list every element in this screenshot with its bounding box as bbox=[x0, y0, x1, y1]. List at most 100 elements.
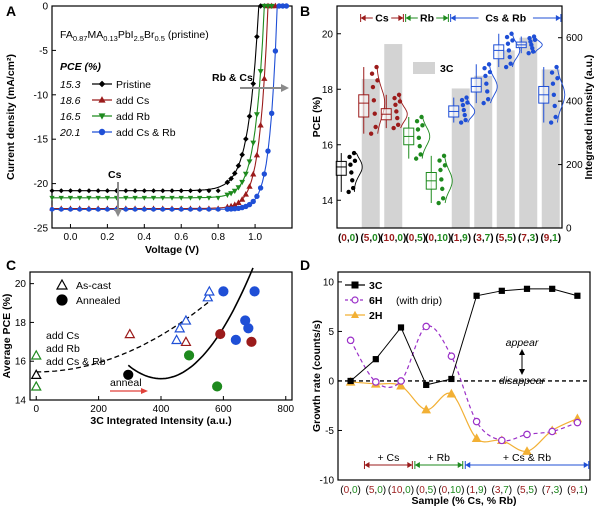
jv-marker-3 bbox=[58, 206, 64, 212]
ascast-point bbox=[171, 334, 183, 345]
pce-point bbox=[396, 92, 402, 98]
plot-frame-a bbox=[51, 5, 293, 229]
distribution-curve bbox=[444, 155, 453, 204]
distribution-curve bbox=[489, 64, 498, 104]
comma: , bbox=[459, 233, 462, 244]
series-3c-point bbox=[574, 292, 581, 299]
rb-percent: 9 bbox=[462, 233, 468, 244]
disappear-arrow-head bbox=[519, 369, 525, 375]
y-tick-label-c: 16 bbox=[15, 357, 27, 368]
y-tick-label-a: 0 bbox=[42, 2, 48, 13]
jv-marker-0 bbox=[246, 113, 253, 120]
series-6h-point bbox=[447, 352, 456, 360]
box bbox=[470, 77, 482, 93]
comma: , bbox=[374, 485, 377, 496]
jv-marker-0 bbox=[86, 188, 92, 194]
y-tick-label-a: -20 bbox=[34, 179, 49, 190]
panel-letter-c: C bbox=[6, 257, 16, 273]
plot-frame-b bbox=[336, 5, 563, 229]
paren: ) bbox=[584, 485, 587, 496]
x-tick-label-a: 0.2 bbox=[100, 232, 114, 243]
jv-marker-0 bbox=[239, 151, 245, 158]
composition-title-a: FA0.87MA0.13PbI2.5Br0.5 (pristine) bbox=[60, 29, 209, 43]
y2-axis-label-b: Integrated intensity (a.u.) bbox=[583, 55, 595, 180]
comma: , bbox=[500, 485, 503, 496]
cs-bracket-arrow-d bbox=[407, 462, 413, 468]
rb-bracket-arrow bbox=[405, 15, 411, 21]
pce-value-a: 16.5 bbox=[60, 111, 81, 123]
legend-label-a: add Cs bbox=[116, 95, 149, 107]
pce-point bbox=[529, 42, 534, 48]
annealed-point bbox=[215, 328, 226, 340]
distribution-curve bbox=[353, 152, 363, 192]
jv-marker-2 bbox=[132, 195, 138, 201]
cs-bracket-arrow bbox=[360, 15, 366, 21]
jv-marker-2 bbox=[235, 185, 242, 191]
ascast-point bbox=[180, 336, 192, 347]
annealed-point bbox=[218, 286, 229, 297]
jv-marker-3 bbox=[250, 198, 256, 205]
jv-marker-0 bbox=[197, 188, 203, 194]
comma: , bbox=[347, 233, 350, 244]
csrb-bracket-arrow-d bbox=[465, 462, 471, 468]
pce-point bbox=[551, 92, 557, 98]
jv-marker-2 bbox=[231, 188, 238, 195]
pce-point bbox=[481, 100, 486, 106]
jv-marker-2 bbox=[224, 192, 231, 198]
series-3c-line bbox=[350, 288, 578, 386]
anneal-label: anneal bbox=[110, 377, 142, 389]
jv-marker-1 bbox=[257, 121, 264, 128]
title-subscript-a: 0.13 bbox=[103, 34, 118, 43]
jv-marker-3 bbox=[160, 206, 166, 212]
paren: ) bbox=[513, 233, 516, 244]
pce-point bbox=[395, 115, 400, 121]
jv-marker-1 bbox=[261, 75, 268, 81]
pce-point bbox=[394, 109, 399, 114]
x-axis-label-c: 3C Integrated Intensity (a.u.) bbox=[90, 415, 231, 427]
series-2h-point bbox=[471, 433, 482, 443]
category-label-d: (5,0) bbox=[366, 485, 387, 496]
series-3c-point bbox=[448, 375, 455, 383]
intensity-bar bbox=[541, 69, 560, 228]
ascast-point bbox=[30, 349, 42, 360]
cs-percent: 0 bbox=[341, 233, 347, 244]
jv-marker-2 bbox=[228, 191, 235, 197]
title-subscript-a: 0.5 bbox=[155, 34, 165, 43]
pce-point bbox=[418, 152, 423, 157]
rb-percent: 0 bbox=[372, 233, 378, 244]
series-6h-point bbox=[573, 418, 582, 427]
pce-point bbox=[352, 158, 358, 164]
pce-point bbox=[350, 178, 355, 183]
title-part-a: (pristine) bbox=[165, 29, 209, 41]
box bbox=[493, 44, 505, 60]
y-axis-label-d: Growth rate (counts/s) bbox=[311, 320, 323, 432]
pce-point bbox=[460, 102, 466, 108]
cs-percent: 9 bbox=[544, 233, 550, 244]
intensity-bar bbox=[496, 50, 515, 229]
legend-ascast-label: As-cast bbox=[76, 280, 111, 292]
csrb-group-label-d: + Cs & Rb bbox=[503, 452, 551, 464]
rb-percent: 5 bbox=[507, 233, 513, 244]
pce-point bbox=[440, 196, 446, 201]
paren: ) bbox=[468, 233, 471, 244]
paren: ( bbox=[425, 233, 429, 244]
ascast-point bbox=[203, 285, 215, 296]
jv-marker-3 bbox=[254, 193, 260, 200]
pce-point bbox=[391, 125, 396, 131]
panel-letter-d: D bbox=[300, 257, 310, 273]
comma: , bbox=[482, 233, 485, 244]
pce-point bbox=[552, 103, 557, 109]
box bbox=[358, 94, 370, 118]
jv-marker-0 bbox=[123, 188, 129, 194]
jv-marker-0 bbox=[95, 188, 101, 194]
paren: ( bbox=[360, 233, 364, 244]
rb-percent: 3 bbox=[554, 485, 560, 496]
jv-marker-2 bbox=[257, 69, 264, 75]
annealed-point bbox=[212, 381, 223, 392]
pce-point bbox=[347, 154, 352, 160]
pce-point bbox=[463, 117, 468, 123]
series-2h-point bbox=[421, 404, 432, 414]
series-3c-point bbox=[498, 287, 505, 294]
distribution-curve bbox=[376, 66, 386, 134]
